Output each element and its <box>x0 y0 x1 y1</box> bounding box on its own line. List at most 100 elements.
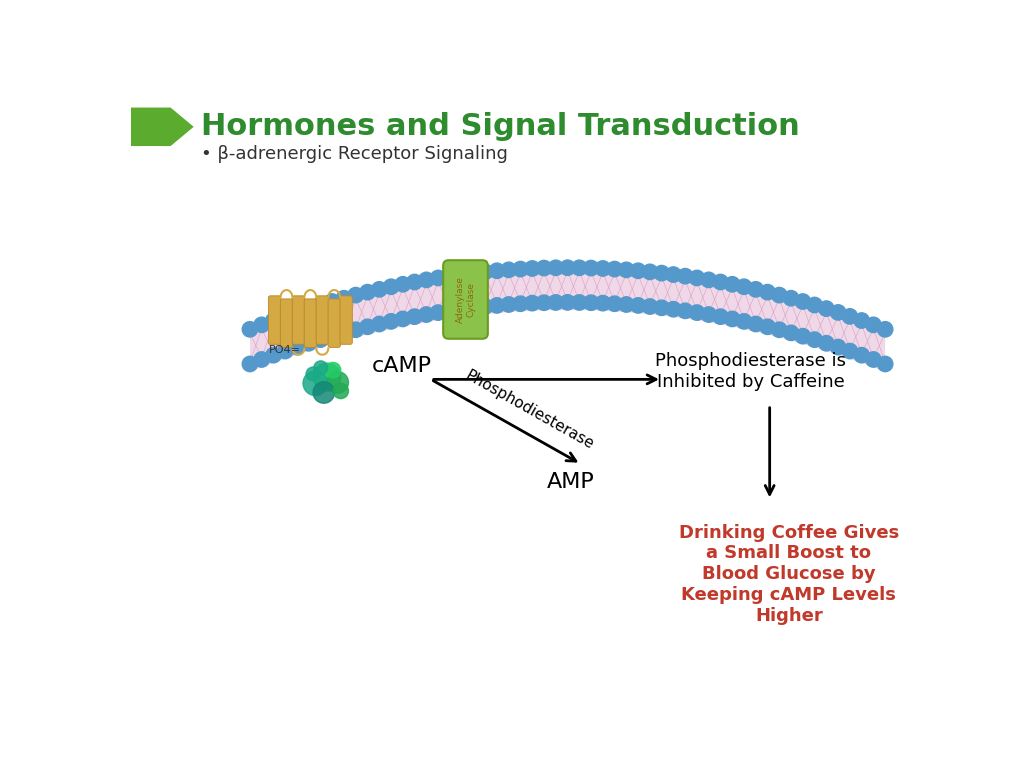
Circle shape <box>372 316 387 332</box>
Circle shape <box>666 302 681 317</box>
Text: PO4=: PO4= <box>268 345 301 355</box>
Circle shape <box>348 287 364 303</box>
Circle shape <box>830 305 846 320</box>
Polygon shape <box>131 108 194 146</box>
Circle shape <box>618 296 634 312</box>
Circle shape <box>560 295 575 310</box>
Circle shape <box>442 269 458 284</box>
Circle shape <box>313 382 335 403</box>
Circle shape <box>327 372 348 393</box>
Circle shape <box>359 319 375 335</box>
Circle shape <box>336 290 351 306</box>
Circle shape <box>395 276 411 292</box>
Circle shape <box>818 301 834 316</box>
Circle shape <box>372 282 387 297</box>
Circle shape <box>407 309 422 324</box>
Circle shape <box>560 260 575 276</box>
Circle shape <box>243 356 258 372</box>
Circle shape <box>749 316 764 332</box>
Circle shape <box>243 322 258 337</box>
Circle shape <box>571 260 587 276</box>
Circle shape <box>595 296 610 311</box>
Circle shape <box>689 305 705 320</box>
FancyBboxPatch shape <box>281 299 293 347</box>
Circle shape <box>584 295 599 310</box>
Circle shape <box>477 264 493 280</box>
Text: Phosphodiesterase: Phosphodiesterase <box>462 368 596 452</box>
Circle shape <box>689 270 705 286</box>
Circle shape <box>795 329 811 344</box>
Circle shape <box>489 298 505 313</box>
Circle shape <box>760 284 775 300</box>
Circle shape <box>865 352 881 367</box>
Circle shape <box>807 332 822 347</box>
Text: cAMP: cAMP <box>372 356 431 376</box>
Circle shape <box>301 336 316 351</box>
Circle shape <box>383 313 398 329</box>
Circle shape <box>454 266 469 283</box>
Circle shape <box>419 272 434 287</box>
Circle shape <box>312 332 329 347</box>
Circle shape <box>631 263 646 279</box>
Circle shape <box>713 309 728 324</box>
Circle shape <box>289 339 305 355</box>
Circle shape <box>618 262 634 277</box>
Circle shape <box>466 300 481 316</box>
Circle shape <box>878 356 893 372</box>
Circle shape <box>701 272 717 287</box>
Circle shape <box>772 322 787 337</box>
Circle shape <box>501 262 516 277</box>
Circle shape <box>395 311 411 326</box>
Circle shape <box>725 276 740 292</box>
Circle shape <box>306 367 319 381</box>
Circle shape <box>701 307 717 323</box>
Circle shape <box>359 284 375 300</box>
Circle shape <box>348 322 364 337</box>
Circle shape <box>666 266 681 283</box>
Circle shape <box>783 325 799 340</box>
FancyBboxPatch shape <box>268 296 281 344</box>
Circle shape <box>254 352 269 367</box>
Circle shape <box>313 363 341 391</box>
Circle shape <box>524 296 540 311</box>
Circle shape <box>736 279 752 294</box>
Circle shape <box>278 343 293 359</box>
Circle shape <box>466 266 481 281</box>
Circle shape <box>312 297 329 313</box>
FancyBboxPatch shape <box>340 296 352 344</box>
Circle shape <box>595 261 610 276</box>
Text: Adenylase
Cyclase: Adenylase Cyclase <box>456 276 475 323</box>
Circle shape <box>772 287 787 303</box>
Circle shape <box>537 295 552 310</box>
Circle shape <box>678 303 693 319</box>
Circle shape <box>513 296 528 311</box>
Circle shape <box>442 303 458 319</box>
Circle shape <box>795 294 811 310</box>
Text: AMP: AMP <box>547 472 595 492</box>
Circle shape <box>266 313 282 328</box>
FancyBboxPatch shape <box>304 299 316 347</box>
Circle shape <box>878 322 893 337</box>
Circle shape <box>524 261 540 276</box>
Circle shape <box>326 362 341 378</box>
Text: Hormones and Signal Transduction: Hormones and Signal Transduction <box>202 111 800 141</box>
Circle shape <box>513 261 528 276</box>
Circle shape <box>713 274 728 290</box>
Circle shape <box>749 282 764 297</box>
Circle shape <box>489 263 505 279</box>
FancyBboxPatch shape <box>443 260 487 339</box>
Circle shape <box>854 347 869 363</box>
Circle shape <box>631 298 646 313</box>
Circle shape <box>642 264 657 280</box>
Circle shape <box>842 343 857 359</box>
Circle shape <box>301 301 316 316</box>
Circle shape <box>325 294 340 310</box>
Circle shape <box>419 307 434 323</box>
Circle shape <box>430 270 445 286</box>
Circle shape <box>642 299 657 314</box>
Circle shape <box>830 339 846 355</box>
Circle shape <box>854 313 869 328</box>
Circle shape <box>818 336 834 351</box>
Circle shape <box>725 311 740 326</box>
Circle shape <box>289 305 305 320</box>
